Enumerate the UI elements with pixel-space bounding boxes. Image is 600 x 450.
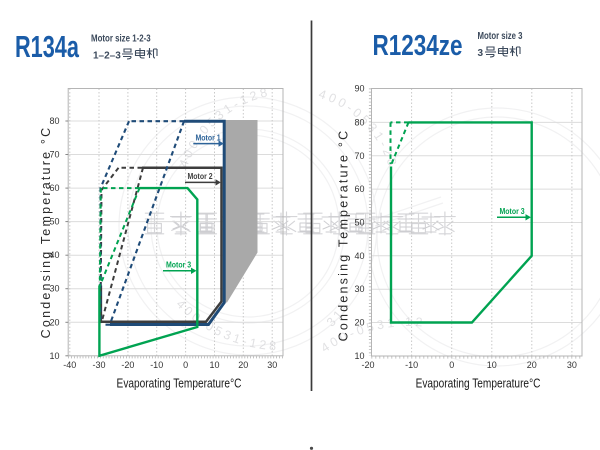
svg-text:20: 20 <box>354 318 364 328</box>
svg-text:Motor 3: Motor 3 <box>166 260 192 270</box>
svg-text:Condensing Temperature °C: Condensing Temperature °C <box>39 126 53 339</box>
svg-text:20: 20 <box>238 360 248 370</box>
svg-text:3: 3 <box>478 48 484 59</box>
svg-text:1–2–3: 1–2–3 <box>93 50 121 61</box>
svg-text:50: 50 <box>354 218 364 228</box>
svg-text:-10: -10 <box>150 360 163 370</box>
svg-text:30: 30 <box>267 360 277 370</box>
svg-text:30: 30 <box>49 284 59 294</box>
svg-text:R1234ze: R1234ze <box>373 30 463 61</box>
svg-text:-20: -20 <box>361 360 374 370</box>
svg-text:Evaporating Temperature°C: Evaporating Temperature°C <box>117 376 242 390</box>
svg-text:40: 40 <box>49 250 59 260</box>
svg-text:10: 10 <box>487 360 497 370</box>
svg-text:30: 30 <box>354 284 364 294</box>
svg-text:-40: -40 <box>63 360 76 370</box>
svg-text:50: 50 <box>49 217 59 227</box>
svg-text:70: 70 <box>49 150 59 160</box>
svg-text:R134a: R134a <box>15 29 80 64</box>
svg-text:10: 10 <box>209 360 219 370</box>
svg-text:-30: -30 <box>92 360 105 370</box>
svg-text:30: 30 <box>567 360 577 370</box>
svg-text:Motor 2: Motor 2 <box>188 172 214 182</box>
svg-text:Motor 1: Motor 1 <box>196 133 222 143</box>
svg-text:Motor size 3: Motor size 3 <box>477 30 522 41</box>
svg-text:70: 70 <box>354 151 364 161</box>
svg-text:-20: -20 <box>121 360 134 370</box>
svg-text:Evaporating Temperature°C: Evaporating Temperature°C <box>416 376 541 390</box>
svg-text:Motor size 1-2-3: Motor size 1-2-3 <box>91 32 151 43</box>
svg-text:0: 0 <box>183 360 188 370</box>
svg-text:80: 80 <box>354 117 364 127</box>
svg-text:20: 20 <box>49 317 59 327</box>
svg-text:60: 60 <box>49 183 59 193</box>
svg-text:80: 80 <box>49 116 59 126</box>
svg-text:-10: -10 <box>405 360 418 370</box>
svg-text:0: 0 <box>449 360 454 370</box>
svg-text:90: 90 <box>354 84 364 94</box>
svg-text:40: 40 <box>354 251 364 261</box>
svg-text:Condensing Temperature °C: Condensing Temperature °C <box>337 129 351 342</box>
svg-text:20: 20 <box>527 360 537 370</box>
svg-text:10: 10 <box>49 351 59 361</box>
svg-text:60: 60 <box>354 184 364 194</box>
svg-text:Motor 3: Motor 3 <box>500 206 526 216</box>
svg-text:10: 10 <box>354 351 364 361</box>
